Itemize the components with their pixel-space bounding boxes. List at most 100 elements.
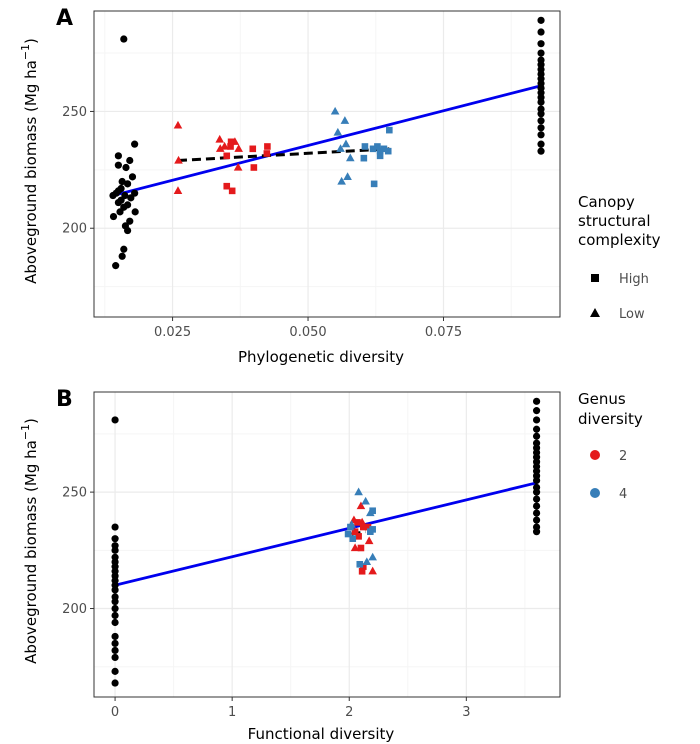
data-point-triangle [364,536,374,545]
data-point-circle [120,245,128,253]
data-point-circle [111,653,119,662]
panel-a-x-axis-title: Phylogenetic diversity [238,348,404,366]
data-point-triangle [234,144,243,152]
data-point-circle [532,488,541,496]
data-point-circle [111,523,119,531]
data-point-square [364,523,372,531]
data-point-circle [111,679,119,687]
panel-a-y-axis-title-main: Aboveground biomass (Mg ha [22,60,40,284]
data-point-square [357,544,365,552]
panel-a-fit-lines [112,84,542,197]
data-point-circle [532,407,541,415]
panel-a-y-axis-title-close: ) [22,38,40,44]
data-point-circle [111,604,119,613]
x-tick-label: 0.050 [289,325,326,340]
data-point-circle [109,212,118,221]
y-tick-label: 200 [62,222,87,237]
data-point-circle [112,262,120,270]
data-point-circle [537,49,545,57]
panel-b-plot-area [93,391,561,698]
data-point-circle [537,147,545,155]
data-point-square [344,530,352,538]
data-point-circle [120,35,128,43]
y-tick-label: 200 [62,602,87,617]
data-point-circle [111,535,119,543]
data-point-circle [131,140,139,148]
data-point-circle [537,110,545,118]
data-point-triangle [362,557,372,566]
data-point-circle [532,397,541,405]
data-point-circle [123,180,132,188]
data-point-circle [111,639,119,648]
data-point-circle [127,194,135,202]
data-point-circle [114,161,122,169]
legend-a-triangle-key [590,308,600,317]
data-point-square [386,126,393,134]
data-point-triangle [354,487,363,496]
data-point-square [351,528,359,535]
panel-b-y-axis-title-sup: −1 [19,424,32,440]
data-point-triangle [337,176,346,185]
data-point-circle [532,416,541,424]
x-tick-label: 0.075 [425,325,462,340]
data-point-triangle [368,566,377,575]
data-point-circle [111,667,119,675]
data-point-square [376,147,384,155]
data-point-square [249,145,257,153]
data-point-square [359,563,367,570]
panel-b-y-axis-title-main: Aboveground biomass (Mg ha [22,440,40,664]
panel-a-y-axis-title: Aboveground biomass (Mg ha−1) [19,38,40,284]
legend-b-title-line-2: diversity [578,410,643,428]
data-point-circle [131,208,139,216]
data-point-circle [126,156,134,165]
legend-a-title-line-2: structural [578,212,651,230]
data-point-circle [123,226,132,235]
data-point-square [263,150,271,157]
data-point-triangle [340,116,350,124]
data-point-circle [111,618,119,627]
data-point-circle [114,152,122,160]
panel-b-legend: Genus diversity 2 4 [578,390,643,502]
data-point-triangle [173,120,183,129]
data-point-circle [537,124,545,132]
data-point-square [228,187,236,195]
data-point-square [384,147,392,155]
data-point-square [250,164,258,171]
legend-a-label-high: High [619,272,649,287]
panel-a-ticks: 0.025 0.050 0.075 200 250 [62,105,462,340]
x-tick-label: 3 [462,705,470,720]
data-point-circle [111,611,119,620]
data-point-square [358,567,366,575]
data-point-circle [111,416,119,424]
data-point-circle [532,516,541,524]
data-point-square [374,143,381,150]
data-point-square [380,145,388,153]
panel-b-ticks: 0 1 2 3 200 250 [62,486,470,720]
panel-a-letter: A [56,6,73,31]
data-point-circle [537,28,545,36]
legend-a-label-low: Low [619,307,645,322]
panel-b-grid [94,392,560,697]
data-point-square [227,143,234,150]
data-point-circle [532,528,541,536]
panel-b-y-axis-title: Aboveground biomass (Mg ha−1) [19,418,40,664]
data-point-circle [537,40,545,48]
data-point-circle [128,173,137,181]
data-point-triangle [356,501,366,510]
data-point-square [223,152,231,160]
data-point-square [360,154,368,162]
data-point-circle [537,140,545,148]
panel-b-fit-lines [114,481,537,587]
data-point-circle [532,495,541,503]
data-point-square [354,519,361,526]
panel-b-points [111,397,541,687]
data-point-square [369,145,377,153]
x-tick-label: 0.025 [154,325,191,340]
data-point-triangle [220,141,229,150]
data-point-circle [111,597,119,606]
fit-line-solid [114,481,537,587]
data-point-circle [114,198,122,207]
legend-b-label-2: 2 [619,449,627,464]
data-point-triangle [215,144,225,152]
